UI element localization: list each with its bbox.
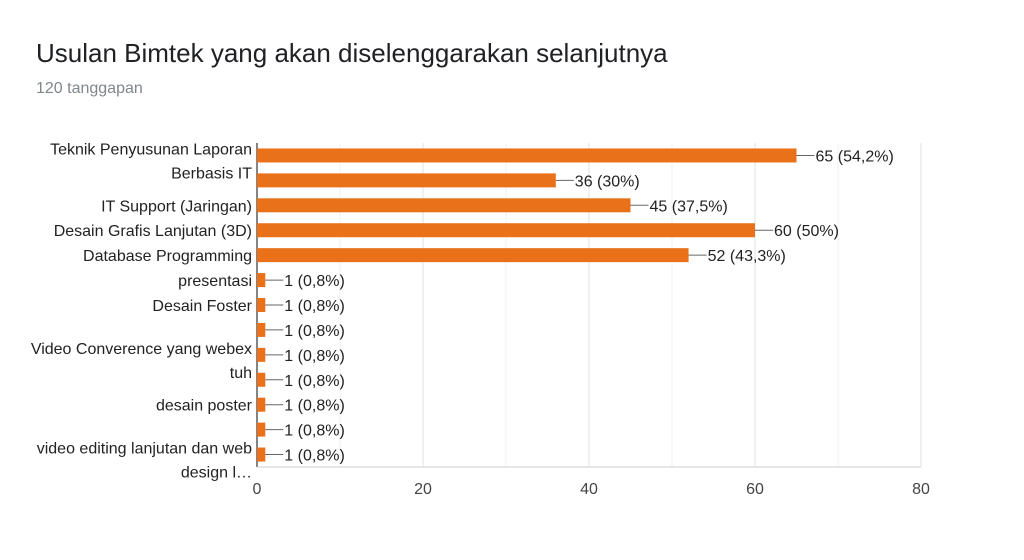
category-label: Video Converence yang webex — [31, 341, 252, 358]
category-label: Database Programming — [83, 248, 252, 265]
bar — [257, 298, 266, 312]
bar — [257, 223, 755, 238]
category-label: Desain Foster — [152, 298, 252, 315]
bar — [257, 198, 631, 213]
x-tick-label: 60 — [746, 481, 764, 498]
x-tick-label: 40 — [580, 481, 598, 498]
value-label: 1 (0,8%) — [284, 373, 344, 390]
category-label: tuh — [230, 365, 252, 382]
category-label: video editing lanjutan dan web — [37, 441, 252, 458]
value-labels: 65 (54,2%) 36 (30%) 45 (37,5%) 60 (50%) 52 (… — [265, 148, 894, 465]
category-label: Desain Grafis Lanjutan (3D) — [54, 223, 252, 240]
category-label: desain poster — [156, 398, 253, 415]
bar — [257, 447, 266, 462]
value-label: 1 (0,8%) — [284, 323, 344, 340]
bar — [257, 397, 266, 412]
bars — [257, 148, 797, 462]
value-label: 60 (50%) — [774, 223, 839, 240]
x-axis-ticks: 0 20 40 60 80 — [253, 481, 930, 498]
value-label: 1 (0,8%) — [284, 423, 344, 440]
category-label: Berbasis IT — [171, 165, 252, 182]
page-title: Usulan Bimtek yang akan diselenggarakan … — [36, 38, 668, 68]
category-label: IT Support (Jaringan) — [101, 198, 252, 215]
bar — [257, 347, 266, 362]
category-label: design l… — [181, 465, 252, 482]
gridlines — [256, 143, 922, 468]
value-label: 1 (0,8%) — [284, 398, 344, 415]
category-label: presentasi — [178, 273, 252, 290]
bar — [257, 372, 266, 387]
response-count: 120 tanggapan — [36, 80, 143, 97]
bar — [257, 148, 797, 163]
value-label: 1 (0,8%) — [284, 448, 344, 465]
value-label: 52 (43,3%) — [708, 248, 786, 265]
bar — [257, 273, 266, 288]
category-label: Teknik Penyusunan Laporan — [50, 141, 252, 158]
value-label: 1 (0,8%) — [284, 348, 344, 365]
x-tick-label: 0 — [253, 481, 262, 498]
value-label: 1 (0,8%) — [284, 298, 344, 315]
x-tick-label: 80 — [912, 481, 930, 498]
value-label: 1 (0,8%) — [284, 273, 344, 290]
value-label: 45 (37,5%) — [650, 198, 728, 215]
bar — [257, 248, 689, 263]
bar — [257, 422, 266, 437]
category-labels: Teknik Penyusunan Laporan Berbasis IT IT S… — [31, 141, 253, 481]
bar — [257, 322, 266, 337]
value-label: 36 (30%) — [575, 173, 640, 190]
x-tick-label: 20 — [414, 481, 432, 498]
value-label: 65 (54,2%) — [816, 148, 894, 165]
bar — [257, 173, 556, 188]
